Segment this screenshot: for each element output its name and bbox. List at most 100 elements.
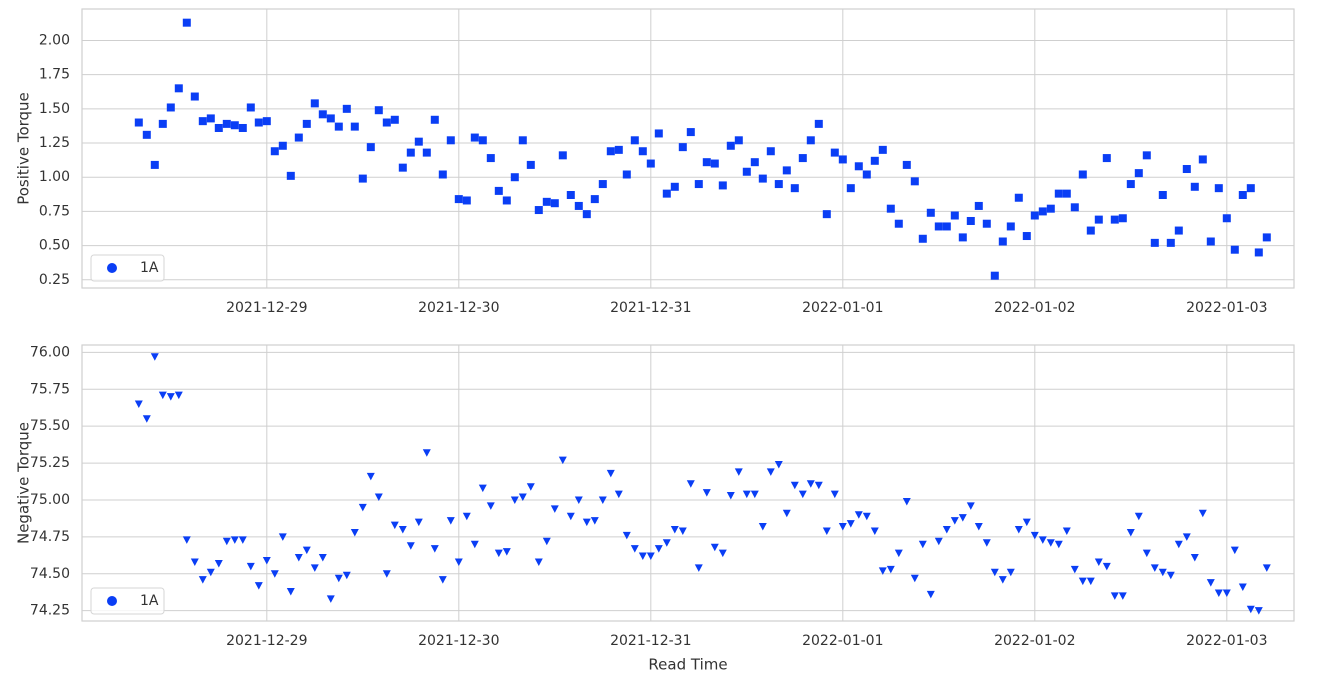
point [614,145,623,154]
point [726,492,735,500]
point [862,170,871,179]
point [350,122,359,131]
point [294,133,303,142]
point [526,483,535,491]
point [934,222,943,231]
point [398,163,407,172]
point [990,568,999,577]
point [214,559,223,568]
point [206,114,215,123]
point [1126,528,1135,537]
point [934,537,943,546]
point [622,531,631,540]
point [814,119,823,128]
point [790,184,799,193]
point [1038,536,1047,544]
point [822,210,831,219]
point [854,162,863,171]
point [1190,182,1199,191]
point [1110,592,1119,600]
point [406,542,415,550]
point [278,141,287,150]
x-tick-label: 2022-01-02 [994,633,1075,649]
point [838,155,847,164]
point [966,502,975,510]
point [278,533,287,541]
point [798,154,807,163]
point [438,576,447,584]
point [1046,204,1055,213]
point [726,141,735,150]
point [902,160,911,169]
point [358,174,367,183]
x-tick-label: 2021-12-31 [610,633,691,649]
point [182,18,191,27]
point [150,160,159,169]
point [662,189,671,198]
point [1038,207,1047,216]
point [982,539,991,547]
point [294,554,303,562]
x-tick-label: 2021-12-31 [610,300,691,316]
point [702,158,711,167]
point [1262,564,1271,572]
point [1118,592,1127,600]
point [694,564,703,572]
point [926,208,935,217]
point [134,400,143,409]
point [1206,237,1215,246]
y-axis-label: Positive Torque [15,92,33,205]
point [1046,539,1055,547]
point [886,204,895,213]
point [862,512,871,521]
point [318,554,327,562]
point [518,136,527,145]
point [454,558,463,566]
point [494,186,503,195]
point [942,222,951,231]
point [1014,193,1023,202]
point [342,104,351,113]
point [718,549,727,558]
point [1134,169,1143,178]
point [478,136,487,145]
point [1078,577,1087,586]
point [1022,232,1031,241]
point [1222,214,1231,223]
x-tick-label: 2021-12-30 [418,300,499,316]
point [942,525,951,534]
point [1134,512,1143,521]
legend-label: 1A [140,593,159,609]
point [710,159,719,168]
point [286,171,295,180]
point [486,154,495,163]
point [590,195,599,204]
point [1206,579,1215,587]
point [550,199,559,208]
point [534,206,543,215]
point [326,114,335,123]
x-tick-label: 2022-01-03 [1186,300,1267,316]
point [718,181,727,190]
point [638,552,647,561]
point [478,484,487,493]
point [1142,549,1151,558]
point [990,271,999,280]
point [510,173,519,182]
point [1118,214,1127,223]
point [262,117,271,126]
point [1238,191,1247,199]
point [206,568,215,577]
point [302,119,311,128]
point [414,137,423,146]
point [1198,509,1207,518]
point [654,545,663,553]
point [326,595,335,603]
point [886,565,895,574]
y-tick-label: 75.75 [30,381,70,397]
x-tick-label: 2022-01-01 [802,300,883,316]
point [446,136,455,145]
point [430,545,439,553]
point [670,525,679,534]
